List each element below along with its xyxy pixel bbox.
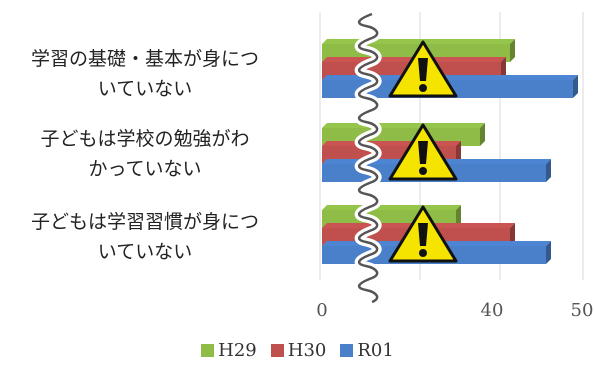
- bar-side: [510, 39, 515, 62]
- legend-item: H29: [201, 340, 257, 361]
- break-line: [358, 12, 379, 304]
- x-tick-label: 50: [570, 300, 594, 321]
- category-label: 子どもは学校の勉強がわ かっていない: [0, 124, 295, 184]
- legend-swatch: [270, 344, 284, 357]
- axis-break: [354, 9, 382, 307]
- legend-swatch: [340, 344, 354, 357]
- x-tick-label: 40: [480, 300, 504, 321]
- legend-swatch: [201, 344, 215, 357]
- legend: H29 H30 R01: [0, 340, 595, 361]
- category-label-line: いていない: [97, 241, 193, 263]
- legend-label: H29: [218, 340, 257, 361]
- bar-side: [546, 241, 551, 264]
- bar-side: [546, 159, 551, 182]
- bar-top: [322, 141, 461, 146]
- category-label: 子どもは学習習慣が身につ いていない: [0, 207, 295, 267]
- bar-top: [322, 123, 485, 128]
- x-tick-label: 0: [316, 300, 328, 321]
- bar-side: [456, 205, 461, 228]
- category-label-line: いていない: [97, 78, 193, 100]
- bar-side: [456, 141, 461, 164]
- warning-triangle-icon: [388, 123, 458, 181]
- bar-top: [322, 205, 461, 210]
- category-label-line: かっていない: [88, 158, 202, 180]
- legend-item: R01: [340, 340, 394, 361]
- warning-triangle-icon: [388, 40, 458, 98]
- bar-side: [510, 223, 515, 246]
- legend-label: H30: [287, 340, 327, 361]
- bar-side: [573, 75, 578, 98]
- category-label-line: 学習の基礎・基本が身につ: [30, 48, 259, 70]
- bar-top: [322, 39, 515, 44]
- category-label-line: 子どもは学校の勉強がわ: [40, 128, 250, 150]
- bar-side: [480, 123, 485, 146]
- warning-triangle-icon: [388, 205, 458, 263]
- legend-label: R01: [357, 340, 394, 361]
- category-label: 学習の基礎・基本が身につ いていない: [0, 44, 295, 104]
- bar-side: [501, 57, 506, 80]
- warning-icons: [388, 40, 458, 263]
- category-label-line: 子どもは学習習慣が身につ: [30, 211, 259, 233]
- bar-top: [322, 75, 578, 80]
- legend-item: H30: [270, 340, 327, 361]
